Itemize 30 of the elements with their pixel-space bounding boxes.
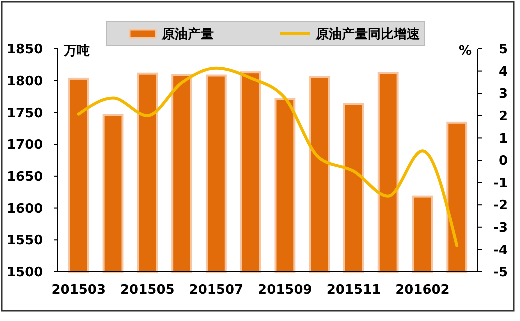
y2-tick-label: 2 [498,109,508,124]
x-tick-label: 201509 [258,283,312,298]
y-tick-label: 1650 [7,170,44,185]
x-tick-label: 201505 [120,283,175,298]
y-tick-label: 1550 [7,234,44,249]
y2-tick-label: -5 [494,266,508,281]
y2-tick-label: 5 [498,42,508,58]
legend-label: 原油产量同比增速 [315,26,421,43]
x-tick-label: 201511 [326,283,382,298]
y2-tick-label: -1 [494,176,508,192]
y2-tick-label: -4 [494,243,508,258]
x-tick-label: 201507 [189,283,244,298]
y2-tick-label: 1 [498,132,508,147]
y2-tick-label: 4 [498,64,508,80]
y-tick-label: 1700 [7,138,44,154]
y2-tick-label: 3 [498,87,508,102]
x-tick-label: 201602 [396,283,450,298]
y2-tick-label: -2 [494,198,508,214]
y-tick-label: 1500 [7,266,44,281]
legend-label: 原油产量 [161,26,214,43]
x-tick-label: 201503 [52,283,106,298]
y-tick-label: 1600 [7,202,44,217]
y-tick-label: 1800 [7,74,44,90]
line-series [77,66,459,248]
y-tick-label: 1850 [7,42,44,58]
y-axis-title: 万吨 [63,44,90,59]
y2-tick-label: -3 [494,220,508,236]
y2-axis-title: % [458,44,472,59]
y2-tick-label: 0 [498,154,508,170]
y-tick-label: 1750 [7,106,44,122]
